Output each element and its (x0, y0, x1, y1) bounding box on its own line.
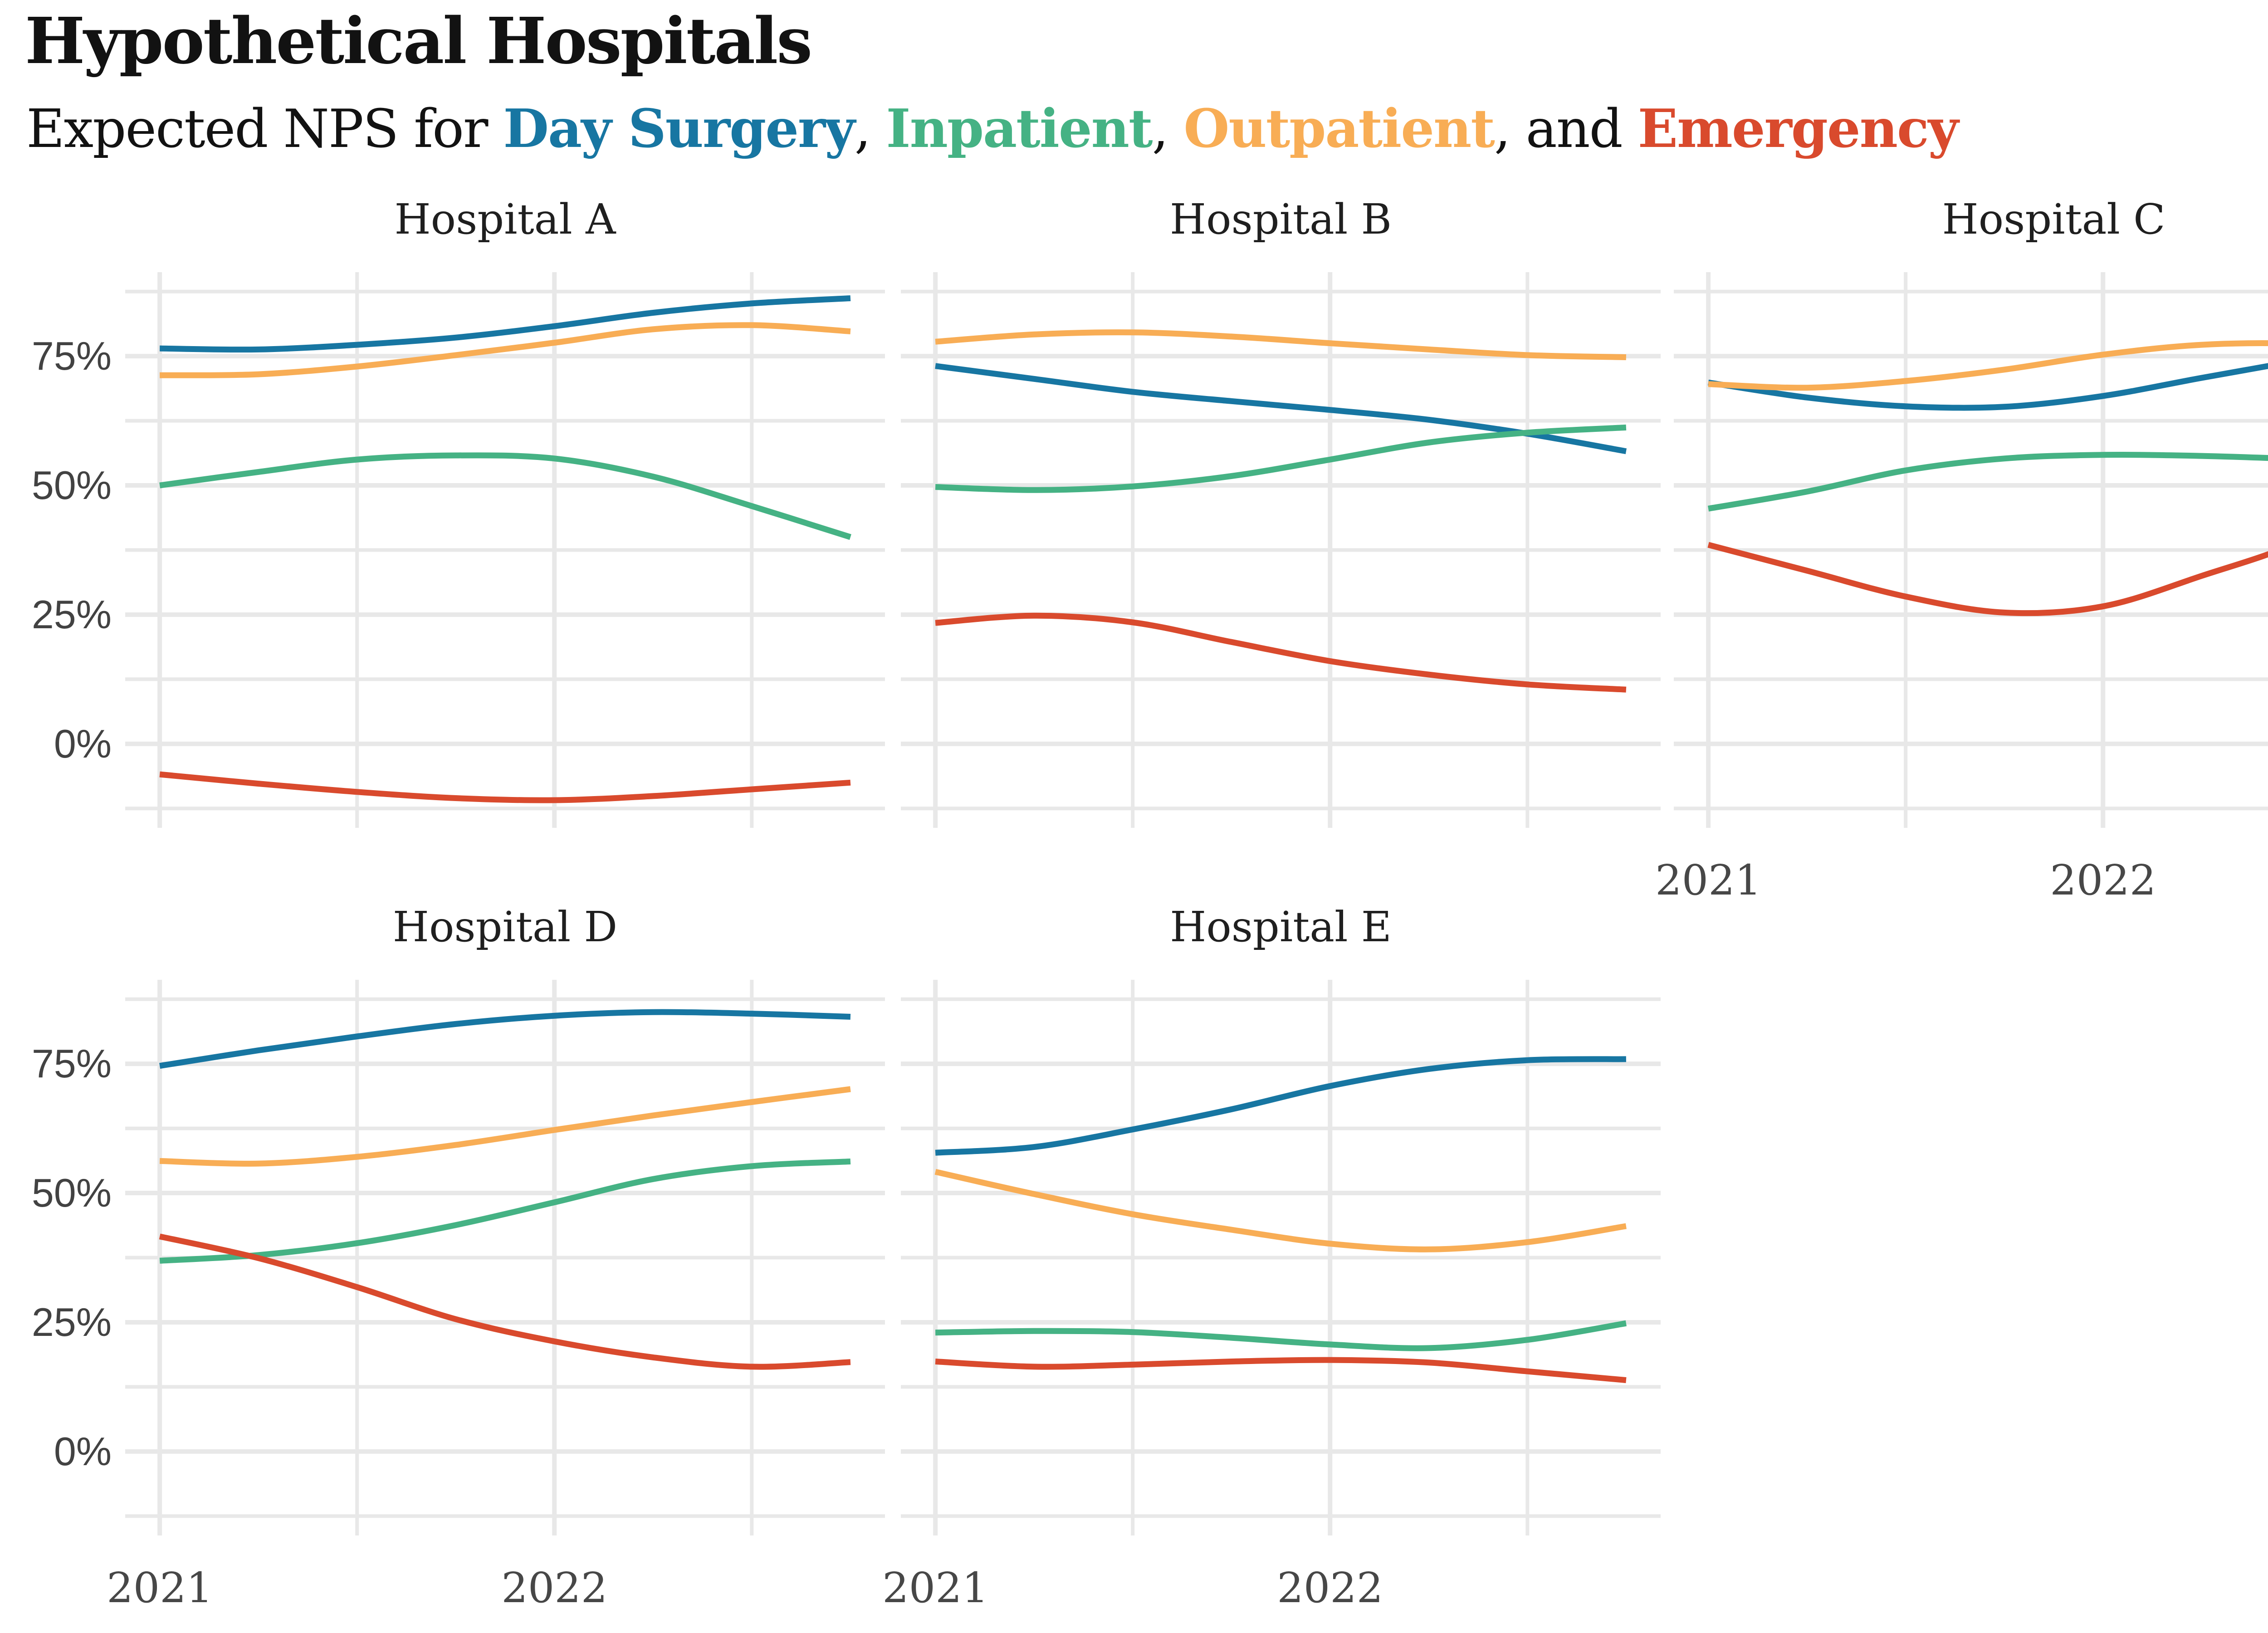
plot-area-hospital-e (901, 980, 1661, 1535)
panel-title-hospital-e: Hospital E (1170, 903, 1392, 951)
x-axis-label-2022-hospital_d: 2022 (501, 1564, 608, 1612)
line-inpatient-hospital_d (159, 1159, 851, 1264)
line-emergency-hospital_a (159, 771, 851, 803)
plot-area-hospital-b (901, 272, 1661, 828)
panel-title-hospital-d: Hospital D (392, 903, 618, 951)
line-day_surgery-hospital_a (160, 295, 851, 353)
line-day_surgery-hospital_c (1708, 363, 2268, 411)
y-axis-label-0pct: 0% (54, 1428, 112, 1474)
plot-area-hospital-d (125, 980, 885, 1535)
y-axis-label-75pct: 75% (31, 333, 112, 379)
line-emergency-hospital_b (935, 612, 1627, 693)
panel-title-hospital-b: Hospital B (1169, 195, 1392, 244)
panel-title-hospital-a: Hospital A (394, 195, 616, 244)
subtitle-series-words: Day Surgery, Inpatient, Outpatient, and … (503, 98, 1959, 160)
line-outpatient-hospital_d (159, 1086, 851, 1167)
line-inpatient-hospital_c (1708, 452, 2268, 512)
facet-panel-hospital-b: Hospital B (901, 199, 1661, 828)
x-axis-label-2021-hospital_e: 2021 (882, 1564, 989, 1612)
facet-panel-hospital-d: Hospital D 75% 50% 25% 0% 2021 2022 (32, 906, 885, 1609)
subtitle-series-day_surgery: Day Surgery (503, 98, 855, 160)
y-axis-label-25pct: 25% (31, 592, 112, 637)
line-inpatient-hospital_e (935, 1320, 1627, 1351)
line-day_surgery-hospital_e (935, 1056, 1626, 1156)
facet-panel-hospital-a: Hospital A 75% 50% 25% 0% (32, 199, 885, 828)
subtitle-prefix: Expected NPS for (26, 98, 503, 160)
line-inpatient-hospital_a (159, 452, 851, 540)
panel-title-hospital-c: Hospital C (1942, 195, 2165, 244)
x-axis-label-2022-hospital_c: 2022 (2050, 856, 2156, 905)
x-axis-label-2022-hospital_e: 2022 (1277, 1564, 1383, 1612)
facet-panel-hospital-e: Hospital E 2021 2022 (882, 906, 1661, 1609)
line-emergency-hospital_e (935, 1357, 1627, 1384)
y-axis-label-75pct: 75% (31, 1041, 112, 1086)
line-inpatient-hospital_b (935, 424, 1627, 493)
subtitle-separator: , (854, 98, 886, 160)
line-day_surgery-hospital_d (159, 1009, 851, 1069)
line-emergency-hospital_c (1707, 542, 2268, 616)
subtitle-series-outpatient: Outpatient (1183, 98, 1495, 160)
plot-area-hospital-a (125, 272, 885, 828)
y-axis-label-0pct: 0% (54, 721, 112, 766)
subtitle-series-inpatient: Inpatient (886, 98, 1153, 160)
line-outpatient-hospital_a (160, 322, 851, 378)
x-axis-label-2021-hospital_d: 2021 (107, 1564, 213, 1612)
subtitle-separator: , (1152, 98, 1184, 160)
line-outpatient-hospital_c (1708, 340, 2268, 391)
line-outpatient-hospital_b (935, 329, 1627, 360)
facet-panel-hospital-c: Hospital C 2021 2022 (1655, 199, 2268, 901)
y-axis-label-25pct: 25% (31, 1299, 112, 1345)
line-emergency-hospital_d (159, 1233, 851, 1370)
plot-area-hospital-c (1674, 272, 2268, 828)
subtitle-separator: , and (1494, 98, 1638, 160)
y-axis-label-50pct: 50% (31, 463, 112, 508)
line-outpatient-hospital_e (934, 1169, 1627, 1252)
chart-subtitle: Expected NPS for Day Surgery, Inpatient,… (26, 98, 1959, 160)
line-day_surgery-hospital_b (935, 363, 1627, 455)
subtitle-series-emergency: Emergency (1637, 98, 1959, 160)
y-axis-label-50pct: 50% (31, 1170, 112, 1216)
x-axis-label-2021-hospital_c: 2021 (1655, 856, 1762, 905)
chart-title: Hypothetical Hospitals (25, 4, 812, 78)
